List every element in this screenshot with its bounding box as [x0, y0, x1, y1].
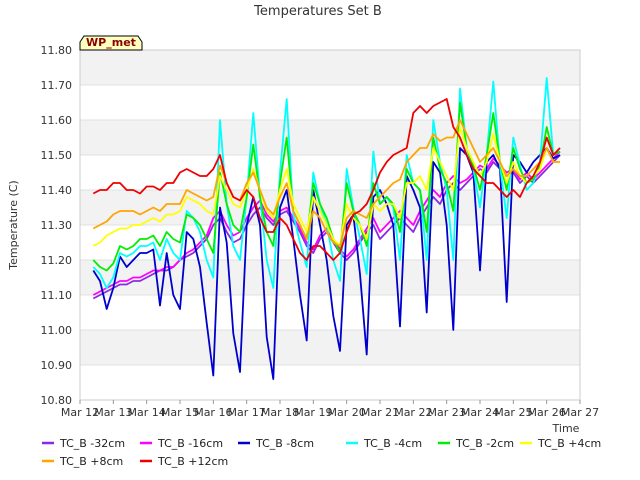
badge-shape: [79, 35, 143, 51]
y-axis-label: Temperature (C): [7, 180, 20, 270]
grid-band: [80, 50, 580, 85]
y-tick-label: 11.20: [41, 254, 73, 267]
y-tick-label: 11.60: [41, 114, 73, 127]
series-lines: [92, 77, 561, 380]
x-tick-label: Mar 20: [328, 406, 366, 419]
station-badge: WP_met: [79, 35, 143, 51]
y-tick-label: 11.10: [41, 289, 73, 302]
legend-label: TC_B -32cm: [59, 437, 125, 450]
x-tick-label: Mar 23: [428, 406, 466, 419]
x-tick-label: Mar 17: [228, 406, 266, 419]
y-tick-label: 11.00: [41, 324, 73, 337]
x-tick-label: Mar 18: [261, 406, 299, 419]
y-tick-label: 11.50: [41, 149, 73, 162]
y-tick-label: 11.40: [41, 184, 73, 197]
y-tick-label: 10.80: [41, 394, 73, 407]
badge-label: WP_met: [86, 36, 136, 49]
x-tick-label: Mar 19: [294, 406, 332, 419]
legend: TC_B -32cm TC_B -16cm TC_B -8cm TC_B -4cm TC…: [42, 437, 601, 468]
grid-band: [80, 330, 580, 365]
series-line: [92, 126, 560, 247]
plot-area-frame: [79, 49, 581, 401]
legend-label: TC_B -2cm: [455, 437, 514, 450]
legend-label: TC_B -16cm: [157, 437, 223, 450]
y-tick-label: 11.80: [41, 44, 73, 57]
y-tick-label: 11.30: [41, 219, 73, 232]
x-axis-label: Time: [552, 422, 580, 435]
grid-band: [80, 120, 580, 155]
legend-label: TC_B +4cm: [537, 437, 601, 450]
x-tick-label: Mar 24: [461, 406, 499, 419]
x-tick-label: Mar 26: [528, 406, 566, 419]
series-line: [92, 98, 561, 261]
x-tick-label: Mar 22: [394, 406, 432, 419]
legend-label: TC_B +12cm: [157, 455, 228, 468]
series-line: [92, 147, 561, 380]
x-tick-label: Mar 15: [161, 406, 199, 419]
x-tick-label: Mar 21: [361, 406, 399, 419]
x-tick-label: Mar 13: [94, 406, 132, 419]
y-axis-ticks: 10.80 10.90 11.00 11.10 11.20 11.30 11.40 11.50…: [41, 44, 73, 407]
x-tick-label: Mar 14: [128, 406, 166, 419]
x-tick-label: Mar 27: [561, 406, 599, 419]
legend-label: TC_B -8cm: [255, 437, 314, 450]
legend-label: TC_B +8cm: [59, 455, 123, 468]
y-tick-label: 10.90: [41, 359, 73, 372]
y-tick-label: 11.70: [41, 79, 73, 92]
chart-title: Temperatures Set B: [253, 4, 382, 19]
legend-label: TC_B -4cm: [363, 437, 422, 450]
x-tick-label: Mar 25: [494, 406, 532, 419]
x-tick-label: Mar 16: [194, 406, 232, 419]
series-line: [92, 119, 560, 247]
grid-bands: [80, 49, 580, 401]
x-tick-label: Mar 12: [61, 406, 99, 419]
